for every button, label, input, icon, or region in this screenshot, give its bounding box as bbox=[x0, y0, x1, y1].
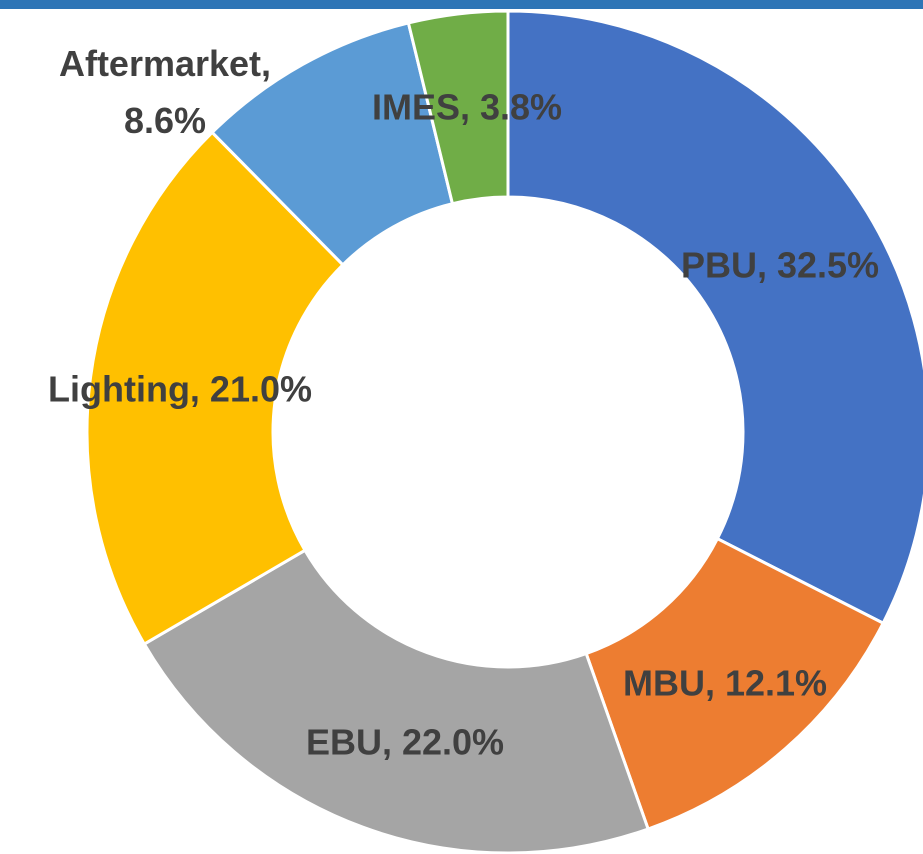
data-label: Aftermarket, 8.6% bbox=[59, 43, 271, 141]
top-bar bbox=[0, 0, 923, 9]
donut-slice bbox=[406, 9, 510, 206]
data-label: Lighting, 21.0% bbox=[48, 369, 312, 410]
data-label: EBU, 22.0% bbox=[306, 722, 504, 763]
donut-slice bbox=[584, 536, 886, 831]
data-label: PBU, 32.5% bbox=[681, 245, 879, 286]
data-label: IMES, 3.8% bbox=[372, 87, 562, 128]
donut-slice bbox=[85, 130, 345, 647]
donut-slice bbox=[506, 9, 923, 626]
donut-slice bbox=[142, 548, 651, 854]
data-label: MBU, 12.1% bbox=[623, 663, 827, 704]
